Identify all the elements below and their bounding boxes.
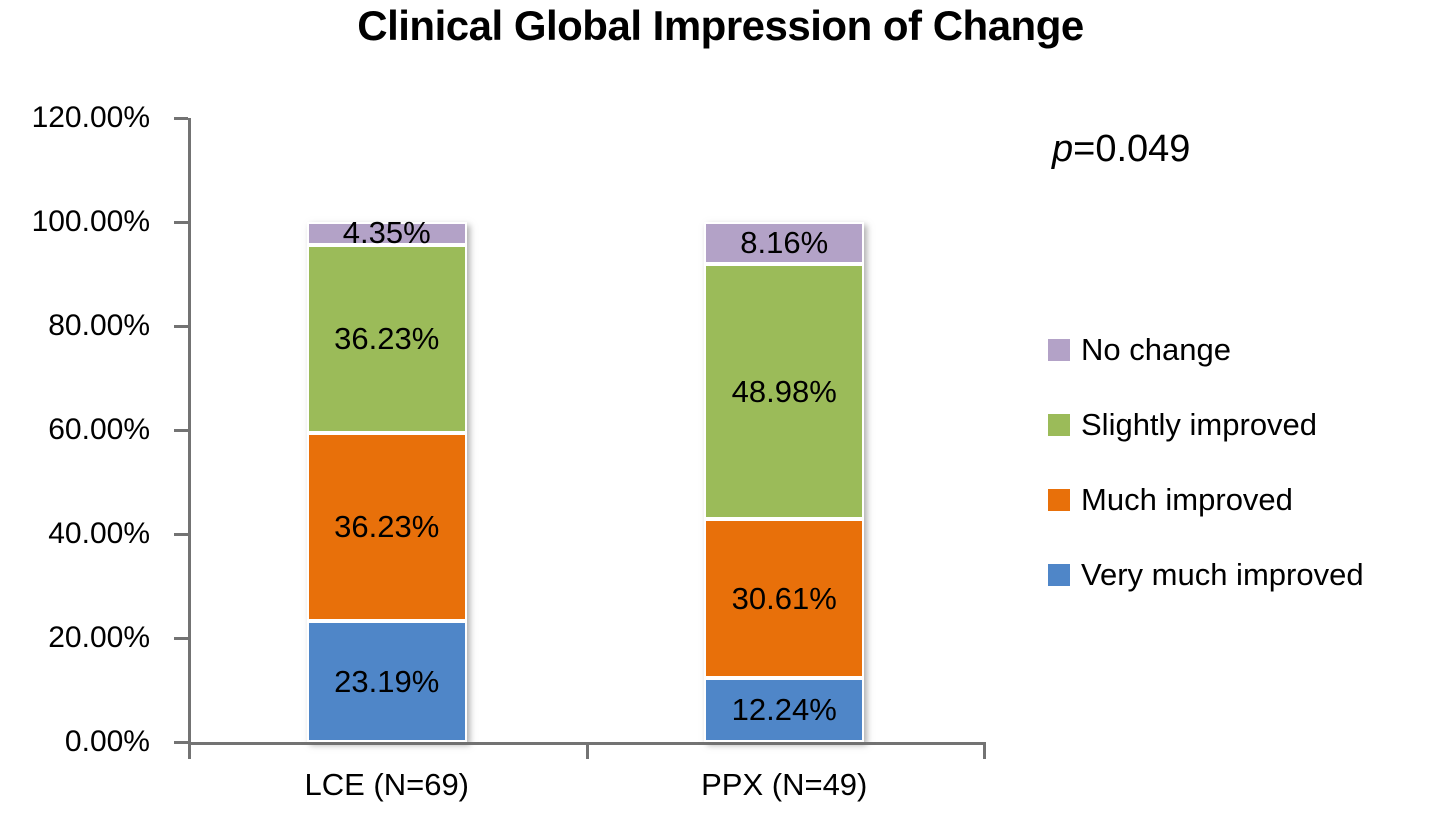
- bar-segment-no-change-ppx: 8.16%: [704, 222, 865, 265]
- legend-swatch-icon: [1048, 488, 1070, 511]
- x-category-label: LCE (N=69): [304, 767, 470, 802]
- legend-label: Very much improved: [1081, 556, 1364, 592]
- y-tick: [174, 532, 188, 536]
- segment-label: 4.35%: [342, 215, 431, 251]
- bar-segment-slightly-improved-ppx: 48.98%: [704, 264, 865, 520]
- legend-label: Much improved: [1081, 481, 1293, 517]
- y-tick: [174, 324, 188, 328]
- y-tick-label: 0.00%: [64, 725, 150, 758]
- x-tick: [585, 745, 589, 759]
- x-axis-line: [188, 742, 986, 745]
- y-tick: [174, 116, 188, 120]
- segment-label: 8.16%: [740, 225, 829, 261]
- y-axis-line: [188, 118, 191, 759]
- legend-item-very-much-improved: Very much improved: [1048, 537, 1364, 612]
- y-tick-label: 20.00%: [48, 621, 150, 654]
- segment-label: 23.19%: [334, 663, 440, 699]
- bar-segment-much-improved-ppx: 30.61%: [704, 519, 865, 679]
- legend-item-much-improved: Much improved: [1048, 462, 1364, 537]
- legend-swatch-icon: [1048, 413, 1070, 436]
- segment-label: 30.61%: [731, 580, 837, 616]
- p-value: =0.049: [1073, 128, 1191, 170]
- y-tick: [174, 220, 188, 224]
- bar-lce: 23.19% 36.23% 36.23% 4.35%: [306, 215, 467, 742]
- y-tick-label: 40.00%: [48, 517, 150, 550]
- x-category-label: PPX (N=49): [701, 767, 868, 802]
- y-tick: [174, 428, 188, 432]
- legend-swatch-icon: [1048, 563, 1070, 586]
- y-tick: [174, 740, 188, 744]
- legend-label: No change: [1081, 331, 1231, 367]
- chart-title: Clinical Global Impression of Change: [357, 2, 1084, 49]
- legend-label: Slightly improved: [1081, 406, 1318, 442]
- bar-ppx: 12.24% 30.61% 48.98% 8.16%: [704, 222, 865, 742]
- p-symbol: p: [1052, 128, 1074, 170]
- segment-label: 48.98%: [731, 373, 837, 409]
- p-value-annotation: p=0.049: [1052, 128, 1190, 171]
- y-tick-label: 80.00%: [48, 309, 150, 342]
- legend-item-no-change: No change: [1048, 312, 1364, 387]
- y-tick-label: 120.00%: [31, 101, 150, 134]
- legend-item-slightly-improved: Slightly improved: [1048, 387, 1364, 462]
- bar-segment-very-much-improved-lce: 23.19%: [306, 621, 467, 742]
- y-tick: [174, 636, 188, 640]
- y-tick-label: 100.00%: [31, 205, 150, 238]
- segment-label: 12.24%: [731, 692, 837, 728]
- segment-label: 36.23%: [334, 509, 440, 545]
- bar-segment-no-change-lce: 4.35%: [306, 215, 467, 250]
- legend-swatch-icon: [1048, 338, 1070, 361]
- legend: No change Slightly improved Much improved V…: [1048, 312, 1364, 612]
- x-tick: [983, 745, 986, 759]
- bar-segment-much-improved-lce: 36.23%: [306, 433, 467, 622]
- y-tick-label: 60.00%: [48, 413, 150, 446]
- bar-segment-slightly-improved-lce: 36.23%: [306, 244, 467, 434]
- segment-label: 36.23%: [334, 320, 440, 356]
- bar-segment-very-much-improved-ppx: 12.24%: [704, 678, 865, 742]
